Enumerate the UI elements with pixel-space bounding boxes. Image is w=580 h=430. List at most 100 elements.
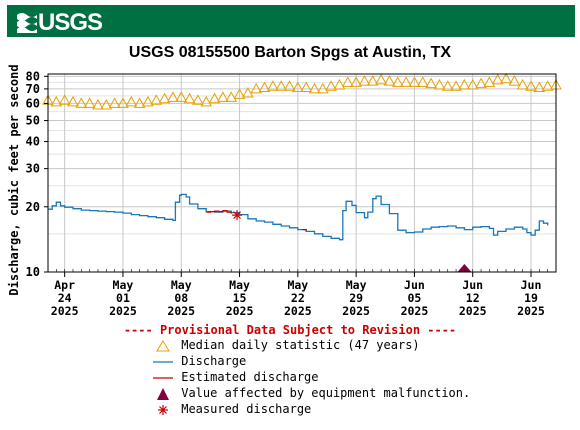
median-point [291, 81, 304, 93]
x-tick-label: Jun [521, 278, 542, 292]
x-tick-label: 2025 [226, 304, 254, 318]
median-point [58, 94, 71, 105]
usgs-logo[interactable]: USGS [17, 9, 103, 37]
median-point [316, 82, 329, 94]
x-tick-label: 19 [524, 291, 538, 305]
median-point [67, 95, 79, 107]
discharge-series [48, 193, 549, 241]
median-point [341, 76, 354, 87]
median-point [142, 95, 154, 107]
median-point [416, 76, 429, 87]
x-tick-label: 2025 [167, 304, 195, 318]
y-tick-label: 10 [26, 265, 40, 279]
x-tick-label: 22 [291, 291, 305, 305]
x-tick-label: 15 [233, 291, 247, 305]
median-point [92, 98, 104, 110]
x-tick-label: 2025 [517, 304, 545, 318]
median-point [192, 94, 204, 105]
x-tick-label: 2025 [109, 304, 137, 318]
estimated-line [302, 229, 307, 231]
x-tick-label: 12 [466, 291, 480, 305]
x-tick-label: 2025 [342, 304, 370, 318]
x-tick-label: 2025 [284, 304, 312, 318]
x-tick-label: 2025 [459, 304, 487, 318]
median-point [408, 76, 421, 87]
y-tick-label: 80 [26, 69, 40, 83]
median-point [200, 95, 213, 107]
malfunction-marker [457, 264, 472, 272]
median-point [250, 82, 263, 94]
median-point [283, 80, 296, 91]
legend-item-malfunction: Value affected by equipment malfunction. [152, 386, 470, 402]
x-tick-label: 24 [58, 291, 72, 305]
x-tick-label: 29 [349, 291, 363, 305]
plot-frame [47, 73, 557, 273]
x-tick-label: 01 [116, 291, 130, 305]
chart-title: USGS 08155500 Barton Spgs at Austin, TX [128, 44, 452, 61]
median-point [75, 97, 88, 108]
x-tick-label: May [171, 278, 192, 292]
median-point [508, 75, 521, 86]
chart-grid [48, 74, 556, 273]
asterisk-icon [152, 403, 174, 417]
legend-label-measured: Measured discharge [181, 402, 312, 416]
y-axis-label: Discharge, cubic feet per second [7, 64, 21, 295]
median-point [533, 81, 546, 93]
x-tick-label: 08 [174, 291, 188, 305]
median-point [475, 77, 487, 89]
median-point [133, 97, 146, 108]
median-point [441, 80, 454, 91]
y-tick-label: 60 [26, 96, 40, 110]
median-point [433, 78, 446, 90]
y-tick-label: 30 [26, 162, 40, 176]
median-point [50, 95, 63, 107]
x-tick-label: Jun [462, 278, 483, 292]
x-tick-label: 2025 [51, 304, 79, 318]
legend-label-discharge: Discharge [181, 354, 247, 368]
median-point [308, 82, 321, 94]
red-line-icon [152, 371, 174, 385]
legend-item-median: Median daily statistic (47 years) [152, 338, 420, 354]
open-triangle-icon [152, 339, 174, 353]
median-point [208, 92, 221, 104]
median-point [242, 86, 254, 98]
legend-item-estimated: Estimated discharge [152, 370, 319, 386]
median-point [258, 81, 271, 93]
measured-marker [232, 210, 243, 221]
legend-label-median: Median daily statistic (47 years) [181, 338, 420, 352]
provisional-note: ---- Provisional Data Subject to Revisio… [123, 323, 457, 337]
median-point [167, 91, 179, 102]
legend-label-estimated: Estimated discharge [181, 370, 319, 384]
median-point [325, 80, 337, 91]
median-point [125, 95, 138, 107]
legend-item-discharge: Discharge [152, 354, 246, 370]
median-point [158, 92, 171, 104]
median-point [225, 91, 238, 102]
legend-label-malfunction: Value affected by equipment malfunction. [181, 386, 471, 400]
median-point [541, 80, 554, 91]
median-point [183, 92, 196, 104]
median-point [300, 81, 313, 93]
median-point [375, 73, 387, 85]
y-tick-label: 40 [26, 135, 40, 149]
median-point [267, 80, 279, 91]
estimated-series [206, 210, 307, 231]
y-tick-label: 70 [26, 82, 40, 96]
median-point [483, 76, 496, 87]
median-point [117, 97, 129, 108]
usgs-logo-text: USGS [38, 9, 103, 36]
x-tick-label: May [346, 278, 367, 292]
discharge-line [48, 193, 549, 241]
x-tick-label: May [229, 278, 250, 292]
median-point [500, 72, 512, 84]
median-point [525, 80, 537, 91]
median-point [217, 91, 229, 102]
x-tick-label: 2025 [401, 304, 429, 318]
x-tick-label: Jun [404, 278, 425, 292]
median-point [491, 73, 504, 85]
median-point [150, 94, 163, 105]
median-point [175, 91, 188, 102]
median-point [400, 76, 412, 87]
median-point [350, 76, 362, 87]
